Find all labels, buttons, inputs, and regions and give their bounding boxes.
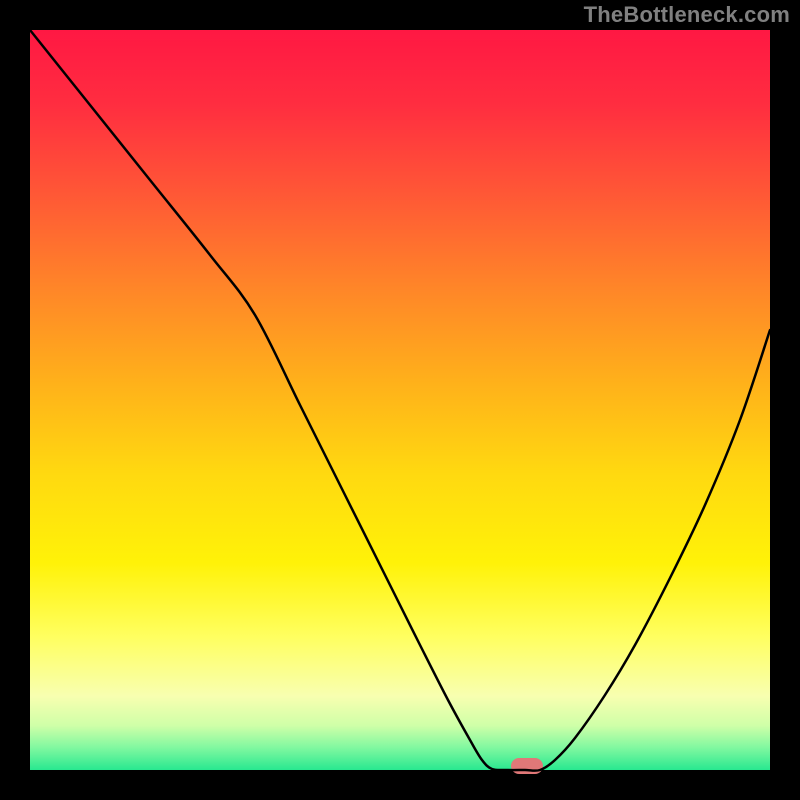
watermark-text: TheBottleneck.com	[584, 2, 790, 28]
bottleneck-chart	[0, 0, 800, 800]
plot-background	[30, 30, 770, 770]
chart-container: TheBottleneck.com	[0, 0, 800, 800]
